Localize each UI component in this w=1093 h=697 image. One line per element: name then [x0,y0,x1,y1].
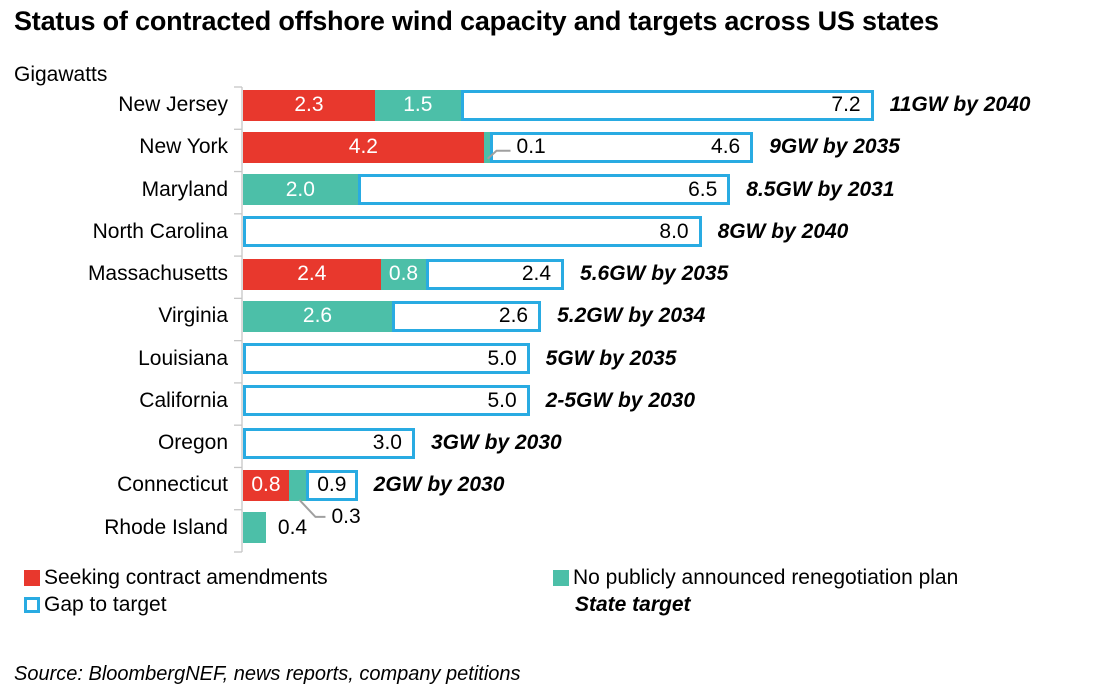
bar-segment-no-plan: 2.6 [243,300,393,332]
state-label: Massachusetts [87,262,228,286]
state-label: North Carolina [92,219,228,243]
bar-value-label: 7.2 [831,93,861,116]
source-attribution: Source: BloombergNEF, news reports, comp… [14,663,521,685]
bar-segment-gap-to-target: 5.0 [243,385,530,417]
legend-swatch-teal [553,570,569,586]
state-target-label: 2-5GW by 2030 [545,388,696,412]
bar-segment-gap-to-target: 5.0 [243,343,530,375]
legend-swatch-gap-outline [24,597,40,613]
bar-segment-no-plan [243,512,266,544]
bar-segment-gap-to-target: 7.2 [460,89,874,121]
state-label: Oregon [157,431,228,455]
bar-value-label: 2.3 [294,93,324,116]
state-label: New York [139,135,228,159]
bar-segment-seeking-amendments: 4.2 [243,131,484,163]
state-label: New Jersey [118,93,228,116]
state-label: Maryland [141,177,228,201]
bar-value-label: 4.2 [348,135,378,159]
callout-value-label: 0.1 [516,135,546,159]
legend-label: Seeking contract amendments [44,566,328,589]
state-target-label: 5.2GW by 2034 [557,304,706,328]
legend-item-state-target: State target [575,593,691,617]
state-label: Louisiana [138,346,228,370]
bar-segment-seeking-amendments: 2.3 [243,89,375,121]
state-label: Rhode Island [104,515,228,539]
bar-segment-no-plan: 1.5 [374,89,461,121]
bar-value-label: 4.6 [711,135,741,159]
legend-item-seeking-amendments: Seeking contract amendments [24,566,328,590]
legend-swatch-red [24,570,40,586]
callout-value-label: 0.3 [331,504,361,528]
legend-item-no-plan: No publicly announced renegotiation plan [553,566,958,590]
bar-value-label: 2.0 [285,177,315,201]
state-target-label: 2GW by 2030 [373,473,505,497]
state-label: Connecticut [117,473,228,497]
bar-value-label: 1.5 [403,93,433,116]
bar-value-label: 5.0 [487,346,517,370]
legend-label: State target [575,593,691,616]
bar-segment-seeking-amendments: 2.4 [243,258,381,290]
bar-value-label: 0.9 [317,473,347,497]
unit-label: Gigawatts [14,63,108,86]
bar-value-label: 2.6 [302,304,333,328]
bar-segment-no-plan [288,469,307,501]
chart-title: Status of contracted offshore wind capac… [14,6,939,36]
bar-segment-no-plan [483,131,490,163]
state-target-label: 8GW by 2040 [717,219,849,243]
bar-value-label: 6.5 [688,177,718,201]
state-target-label: 5GW by 2035 [545,346,677,370]
state-label: Virginia [158,304,228,328]
bar-segment-seeking-amendments: 0.8 [243,469,289,501]
state-target-label: 11GW by 2040 [889,93,1031,116]
bar-segment-gap-to-target: 2.4 [426,258,565,290]
bar-value-label: 8.0 [659,219,689,243]
bar-segment-gap-to-target: 3.0 [243,427,415,459]
bar-segment-gap-to-target: 4.6 [489,131,754,163]
state-target-label: 5.6GW by 2035 [580,262,729,286]
bar-value-label: 2.4 [521,262,552,286]
bar-value-label: 3.0 [372,431,402,455]
bar-segment-gap-to-target: 2.6 [392,300,542,332]
state-target-label: 9GW by 2035 [769,135,900,159]
callout-value-label: 0.4 [277,515,308,539]
bar-segment-no-plan: 2.0 [243,174,358,206]
bar-value-label: 0.8 [251,473,281,497]
state-target-label: 8.5GW by 2031 [746,177,895,201]
bar-segment-gap-to-target: 6.5 [357,174,731,206]
legend-label: Gap to target [44,593,167,616]
legend-label: No publicly announced renegotiation plan [573,566,959,589]
state-target-label: 3GW by 2030 [430,431,562,455]
state-label: California [139,388,228,412]
bar-value-label: 0.8 [388,262,419,286]
bar-value-label: 2.4 [297,262,327,286]
bar-value-label: 2.6 [498,304,529,328]
bar-segment-no-plan: 0.8 [380,258,427,290]
bar-segment-gap-to-target: 8.0 [243,216,702,248]
bar-value-label: 5.0 [487,388,517,412]
bar-segment-gap-to-target: 0.9 [306,469,358,501]
legend-item-gap-to-target: Gap to target [24,593,167,617]
